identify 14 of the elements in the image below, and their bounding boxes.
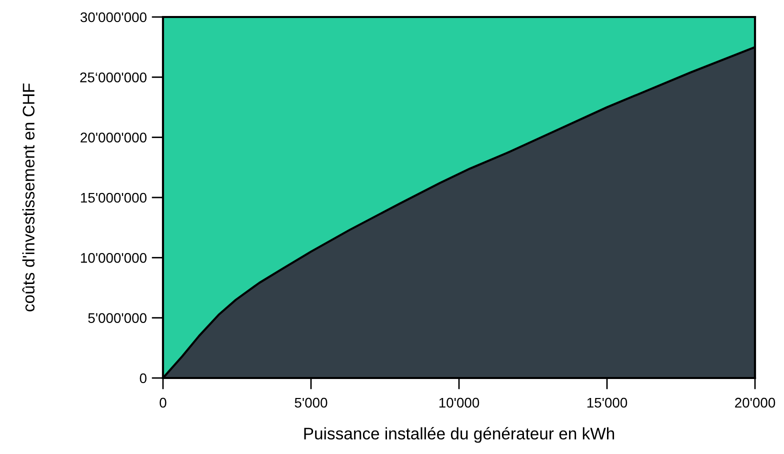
x-tick-label: 0	[160, 398, 166, 408]
x-tick-label: 10'000	[439, 398, 480, 408]
y-tick-label: 0	[140, 373, 146, 384]
x-axis-title: Puissance installée du générateur en kWh	[304, 427, 614, 443]
y-tick-label: 20'000'000	[80, 132, 146, 143]
y-tick-label: 15'000'000	[80, 192, 146, 203]
y-tick-label: 30'000'000	[80, 12, 146, 22]
y-tick-label: 25‘000'000	[80, 72, 146, 82]
x-tick-label: 15'000	[587, 398, 628, 408]
y-axis-title: coûts d'investissement en CHF	[22, 84, 35, 312]
x-tick-label: 5'000	[294, 398, 328, 408]
y-tick-label: 5'000'000	[88, 313, 146, 324]
x-tick-label: 20'000	[735, 398, 776, 408]
y-tick-label: 10'000'000	[80, 253, 146, 263]
